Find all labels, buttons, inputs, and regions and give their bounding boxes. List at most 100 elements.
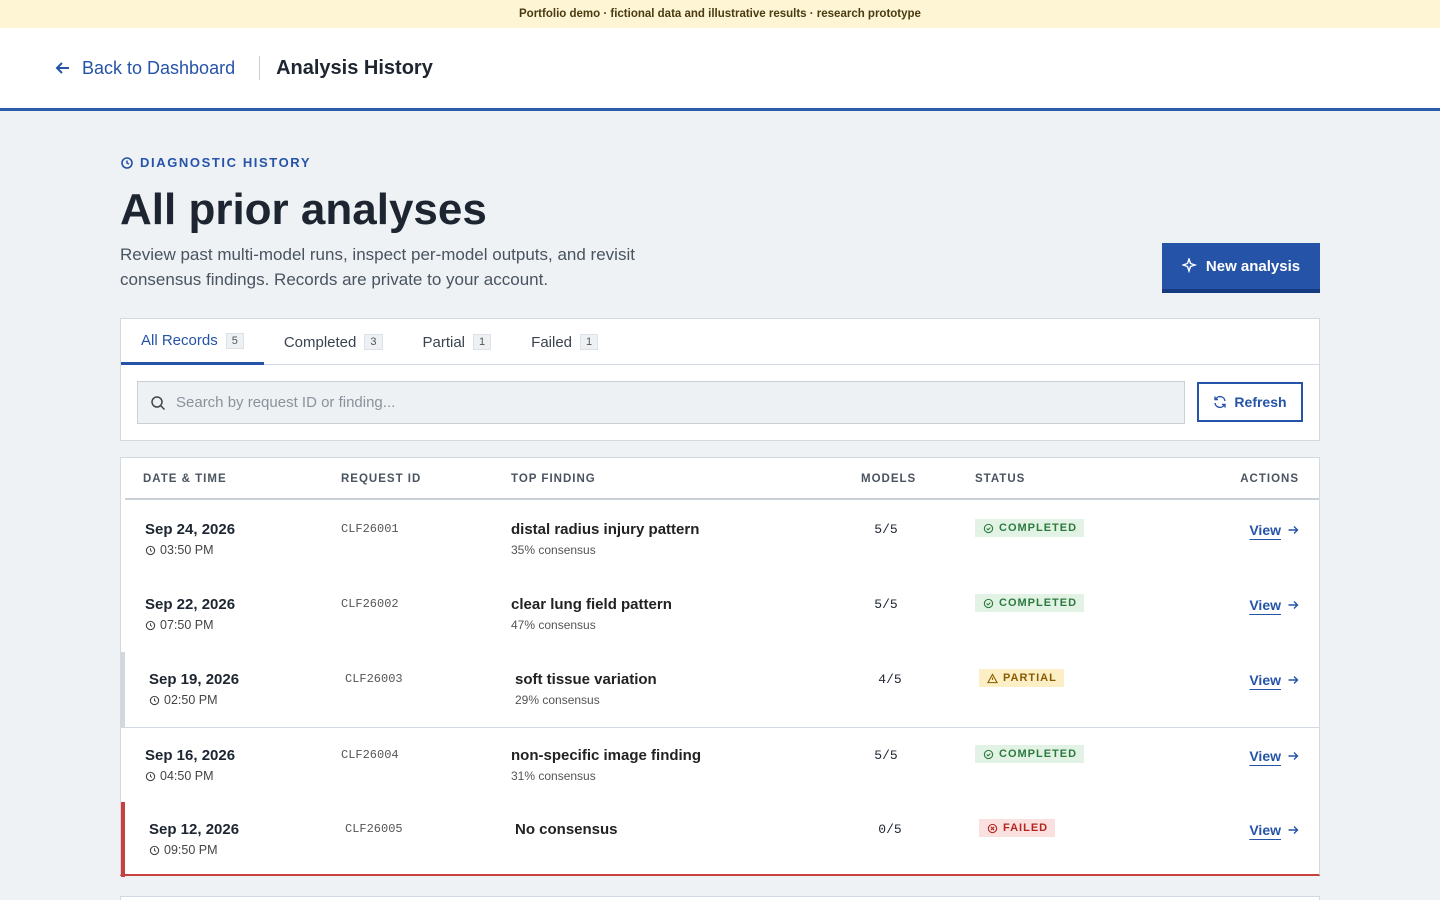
models: 5/5: [874, 748, 898, 763]
consensus: 47% consensus: [511, 618, 596, 632]
demo-banner: Portfolio demo · fictional data and illu…: [0, 0, 1440, 28]
status-badge: COMPLETED: [975, 519, 1085, 537]
new-analysis-text: New analysis: [1205, 257, 1301, 275]
tab-label: Failed: [531, 333, 573, 351]
models: 5/5: [874, 597, 898, 612]
time-wrap: 09:50 PM: [149, 843, 218, 857]
tab-label: Partial: [422, 333, 466, 351]
consensus: 35% consensus: [511, 543, 596, 557]
date: Sep 19, 2026: [149, 671, 240, 688]
date: Sep 16, 2026: [145, 747, 236, 764]
time: 09:50 PM: [164, 843, 218, 857]
tab-label: Completed: [283, 333, 357, 351]
time: 03:50 PM: [160, 543, 214, 557]
new-analysis-button[interactable]: New analysis: [1162, 243, 1320, 293]
history-icon: [121, 156, 133, 169]
hero-title: All prior analyses: [120, 185, 487, 234]
table-row: Sep 24, 2026 03:50 PM CLF26001 distal radiu…: [121, 502, 1319, 577]
table-header: DATE & TIME REQUEST ID TOP FINDING MODELS ST…: [125, 458, 1319, 500]
history-table: DATE & TIME REQUEST ID TOP FINDING MODELS ST…: [120, 457, 1320, 877]
top-finding: non-specific image finding: [511, 747, 702, 764]
arrow-icon: [1288, 826, 1299, 834]
view-link[interactable]: View: [1249, 597, 1299, 613]
consensus: 29% consensus: [515, 693, 600, 707]
request-id: CLF26003: [345, 672, 403, 686]
models: 0/5: [878, 822, 902, 837]
request-id: CLF26004: [341, 748, 399, 762]
column-header: REQUEST ID: [341, 473, 422, 485]
top-finding: distal radius injury pattern: [511, 521, 700, 538]
tab[interactable]: All Records 5: [121, 319, 264, 365]
back-link[interactable]: Back to Dashboard: [54, 56, 261, 80]
view-link[interactable]: View: [1249, 522, 1299, 538]
tab[interactable]: Completed 3: [264, 319, 403, 365]
column-header: DATE & TIME: [143, 473, 227, 485]
tab[interactable]: Partial 1: [403, 319, 512, 365]
clock-icon: [145, 620, 156, 630]
view-text: View: [1249, 672, 1281, 688]
arrow-icon: [1288, 601, 1299, 609]
status-icon: [987, 823, 998, 833]
view-link[interactable]: View: [1249, 748, 1299, 764]
date: Sep 24, 2026: [145, 521, 236, 538]
time-wrap: 02:50 PM: [149, 693, 218, 707]
models: 4/5: [878, 672, 902, 687]
page-title: Analysis History: [276, 56, 433, 79]
clock-icon: [149, 845, 160, 855]
status-text: COMPLETED: [999, 522, 1078, 534]
top-finding: clear lung field pattern: [511, 596, 672, 613]
search-input[interactable]: Search by request ID or finding...: [137, 381, 1185, 424]
tab-count: 5: [225, 332, 244, 349]
view-link[interactable]: View: [1249, 822, 1299, 838]
clock-icon: [145, 545, 156, 555]
time-wrap: 04:50 PM: [145, 769, 214, 783]
tab[interactable]: Failed 1: [511, 319, 618, 365]
status-icon: [987, 672, 998, 683]
status-text: PARTIAL: [1003, 672, 1057, 684]
refresh-button[interactable]: Refresh: [1197, 382, 1303, 422]
table-row: Sep 12, 2026 09:50 PM CLF26005 No consensus…: [121, 802, 1319, 877]
status-text: COMPLETED: [999, 597, 1078, 609]
view-text: View: [1249, 597, 1281, 613]
pagination-card: [120, 896, 1320, 900]
status-badge: COMPLETED: [975, 745, 1085, 763]
refresh-text: Refresh: [1234, 394, 1287, 410]
search-placeholder: Search by request ID or finding...: [176, 394, 396, 411]
table-row: Sep 19, 2026 02:50 PM CLF26003 soft tissue …: [121, 652, 1319, 727]
tab-count: 1: [580, 334, 599, 350]
tab-count: 1: [473, 334, 492, 350]
status-badge: PARTIAL: [979, 669, 1064, 687]
status-badge: FAILED: [979, 819, 1056, 837]
clock-icon: [149, 695, 160, 705]
hero-description: Review past multi-model runs, inspect pe…: [120, 245, 635, 289]
filter-card: All Records 5 Completed 3 Partial 1 Failed 1 Se…: [120, 318, 1320, 441]
consensus: 31% consensus: [511, 769, 596, 783]
status-icon: [983, 523, 994, 533]
table-row: Sep 16, 2026 04:50 PM CLF26004 non-specific…: [121, 727, 1319, 802]
column-header: ACTIONS: [1240, 473, 1299, 485]
arrow-icon: [1288, 752, 1299, 760]
tab-bar: All Records 5 Completed 3 Partial 1 Failed 1: [121, 319, 1319, 365]
status-text: COMPLETED: [999, 748, 1078, 760]
request-id: CLF26005: [345, 822, 403, 836]
column-header: MODELS: [861, 473, 917, 485]
refresh-icon: [1214, 395, 1227, 409]
models: 5/5: [874, 522, 898, 537]
eyebrow-text: DIAGNOSTIC HISTORY: [140, 155, 312, 170]
back-text: Back to Dashboard: [82, 57, 236, 78]
search-icon: [151, 395, 166, 410]
time-wrap: 07:50 PM: [145, 618, 214, 632]
clock-icon: [145, 771, 156, 781]
top-finding: soft tissue variation: [515, 671, 657, 688]
top-bar: Back to Dashboard Analysis History: [0, 28, 1440, 111]
request-id: CLF26001: [341, 522, 399, 536]
column-header: TOP FINDING: [511, 473, 596, 485]
time: 07:50 PM: [160, 618, 214, 632]
sparkle-icon: [1181, 258, 1198, 274]
top-finding: No consensus: [515, 821, 618, 838]
view-text: View: [1249, 522, 1281, 538]
view-link[interactable]: View: [1249, 672, 1299, 688]
date: Sep 22, 2026: [145, 596, 236, 613]
